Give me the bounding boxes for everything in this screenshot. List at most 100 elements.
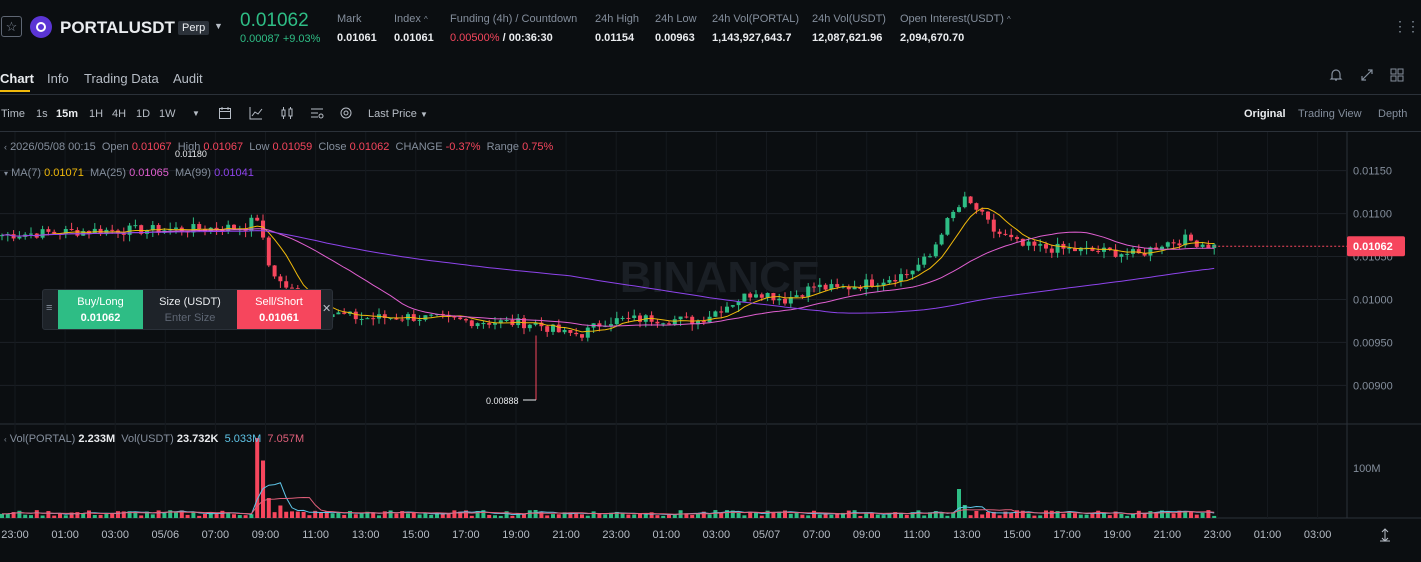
volume-bar — [11, 512, 16, 518]
volume-bar — [928, 512, 932, 518]
vol-info-line: ‹ Vol(PORTAL) 2.233M Vol(USDT) 23.732K 5… — [4, 433, 305, 445]
gear-icon[interactable] — [339, 106, 353, 123]
candle-body — [742, 293, 747, 302]
tab-chart[interactable]: Chart — [0, 71, 34, 86]
volume-bar — [1061, 513, 1066, 518]
calendar-icon[interactable] — [218, 106, 232, 123]
volume-bar — [1026, 513, 1031, 518]
x-tick-label: 21:00 — [1154, 529, 1182, 541]
size-input[interactable]: Size (USDT) Enter Size — [144, 290, 236, 329]
price-type-select[interactable]: Last Price ▼ — [368, 108, 428, 120]
view-trading-view[interactable]: Trading View — [1298, 108, 1362, 120]
candle-body — [997, 231, 1002, 234]
volume-bar — [185, 514, 190, 518]
volume-bar — [342, 514, 347, 518]
volume-bar — [516, 513, 521, 518]
volume-bar — [585, 515, 590, 518]
candle-body — [678, 316, 683, 320]
grid-layout-icon[interactable] — [1390, 68, 1404, 87]
volume-bar — [562, 512, 567, 518]
volume-bar — [713, 510, 718, 518]
x-tick-label: 23:00 — [1204, 529, 1232, 541]
interval-1s[interactable]: 1s — [36, 108, 48, 120]
candle-body — [52, 231, 57, 234]
candle-body — [156, 225, 161, 233]
candle-body — [748, 293, 753, 298]
index-label[interactable]: Index ^ — [394, 13, 428, 25]
volume-bar — [962, 505, 967, 518]
change-pct: +9.03% — [282, 33, 321, 45]
volume-bar — [232, 514, 236, 518]
volume-ma5-line — [1, 482, 1215, 516]
tab-trading-data[interactable]: Trading Data — [84, 71, 159, 86]
volume-bar — [539, 511, 544, 518]
volume-bar — [1131, 514, 1135, 518]
price-chart[interactable]: BINANCE 0.011500.011000.010500.010000.00… — [0, 132, 1421, 562]
volume-bar — [835, 514, 840, 518]
view-original[interactable]: Original — [1244, 108, 1286, 120]
volume-bar — [145, 511, 149, 518]
sell-price: 0.01061 — [259, 312, 299, 324]
view-depth[interactable]: Depth — [1378, 108, 1408, 120]
volume-bar — [69, 512, 74, 518]
volume-bar — [458, 511, 463, 518]
candle-body — [1049, 248, 1054, 253]
scale-toggle-icon[interactable] — [1378, 528, 1392, 547]
favorite-star-button[interactable]: ☆ — [1, 16, 22, 37]
interval-1w[interactable]: 1W — [159, 108, 176, 120]
volume-bar — [394, 513, 399, 518]
candle-body — [922, 256, 927, 265]
candle-body — [197, 224, 202, 230]
symbol-dropdown-icon[interactable]: ▼ — [214, 21, 223, 31]
open-interest-label[interactable]: Open Interest(USDT) ^ — [900, 13, 1011, 25]
volume-bar — [910, 512, 915, 518]
bell-icon[interactable] — [1329, 68, 1343, 87]
volume-bar — [522, 514, 526, 518]
volume-bar — [881, 515, 886, 518]
settings-list-icon[interactable] — [310, 106, 324, 123]
expand-icon[interactable] — [1360, 68, 1374, 87]
candle-body — [597, 323, 602, 327]
candle-body — [1183, 234, 1188, 246]
x-tick-label: 23:00 — [602, 529, 630, 541]
interval-1d[interactable]: 1D — [136, 108, 151, 120]
close-icon[interactable]: ✕ — [322, 303, 332, 315]
candle-body — [962, 196, 967, 208]
volume-bar — [1212, 515, 1217, 518]
candle-body — [440, 313, 445, 315]
tab-info[interactable]: Info — [47, 71, 69, 86]
volume-bar — [226, 512, 231, 518]
candle-body — [980, 209, 985, 212]
sell-short-button[interactable]: Sell/Short 0.01061 — [237, 290, 321, 329]
tab-audit[interactable]: Audit — [173, 71, 203, 86]
volume-bar — [365, 511, 370, 518]
volume-bar — [295, 511, 300, 518]
time-label: Time — [1, 108, 26, 120]
candle-body — [701, 321, 706, 323]
indicator-icon[interactable] — [249, 106, 263, 123]
candle-body — [945, 218, 950, 235]
x-tick-label: 03:00 — [703, 529, 731, 541]
candle-type-icon[interactable] — [280, 106, 294, 123]
interval-dropdown-icon[interactable]: ▼ — [192, 109, 200, 118]
candle-body — [655, 321, 660, 324]
funding-value: 0.00500% / 00:36:30 — [450, 32, 553, 44]
more-menu-icon[interactable]: ⋮⋮ — [1393, 18, 1420, 34]
interval-15m[interactable]: 15m — [56, 108, 79, 120]
x-tick-label: 03:00 — [1304, 529, 1332, 541]
volume-bar — [974, 511, 979, 518]
candle-body — [481, 323, 486, 325]
ohlc-info-line: ‹ 2026/05/08 00:15 Open 0.01067 High 0.0… — [4, 141, 554, 153]
volume-bar — [1189, 511, 1193, 518]
drag-handle-icon[interactable]: ≡ — [46, 302, 53, 314]
volume-bar — [498, 515, 503, 518]
candle-body — [1189, 234, 1193, 241]
volume-bar — [290, 511, 294, 518]
buy-long-button[interactable]: Buy/Long 0.01062 — [58, 290, 143, 329]
symbol-name[interactable]: PORTALUSDT — [60, 18, 175, 37]
interval-4h[interactable]: 4H — [112, 108, 127, 120]
candle-body — [986, 211, 990, 220]
volume-bar — [875, 514, 880, 518]
interval-1h[interactable]: 1H — [89, 108, 104, 120]
candle-body — [394, 317, 399, 320]
